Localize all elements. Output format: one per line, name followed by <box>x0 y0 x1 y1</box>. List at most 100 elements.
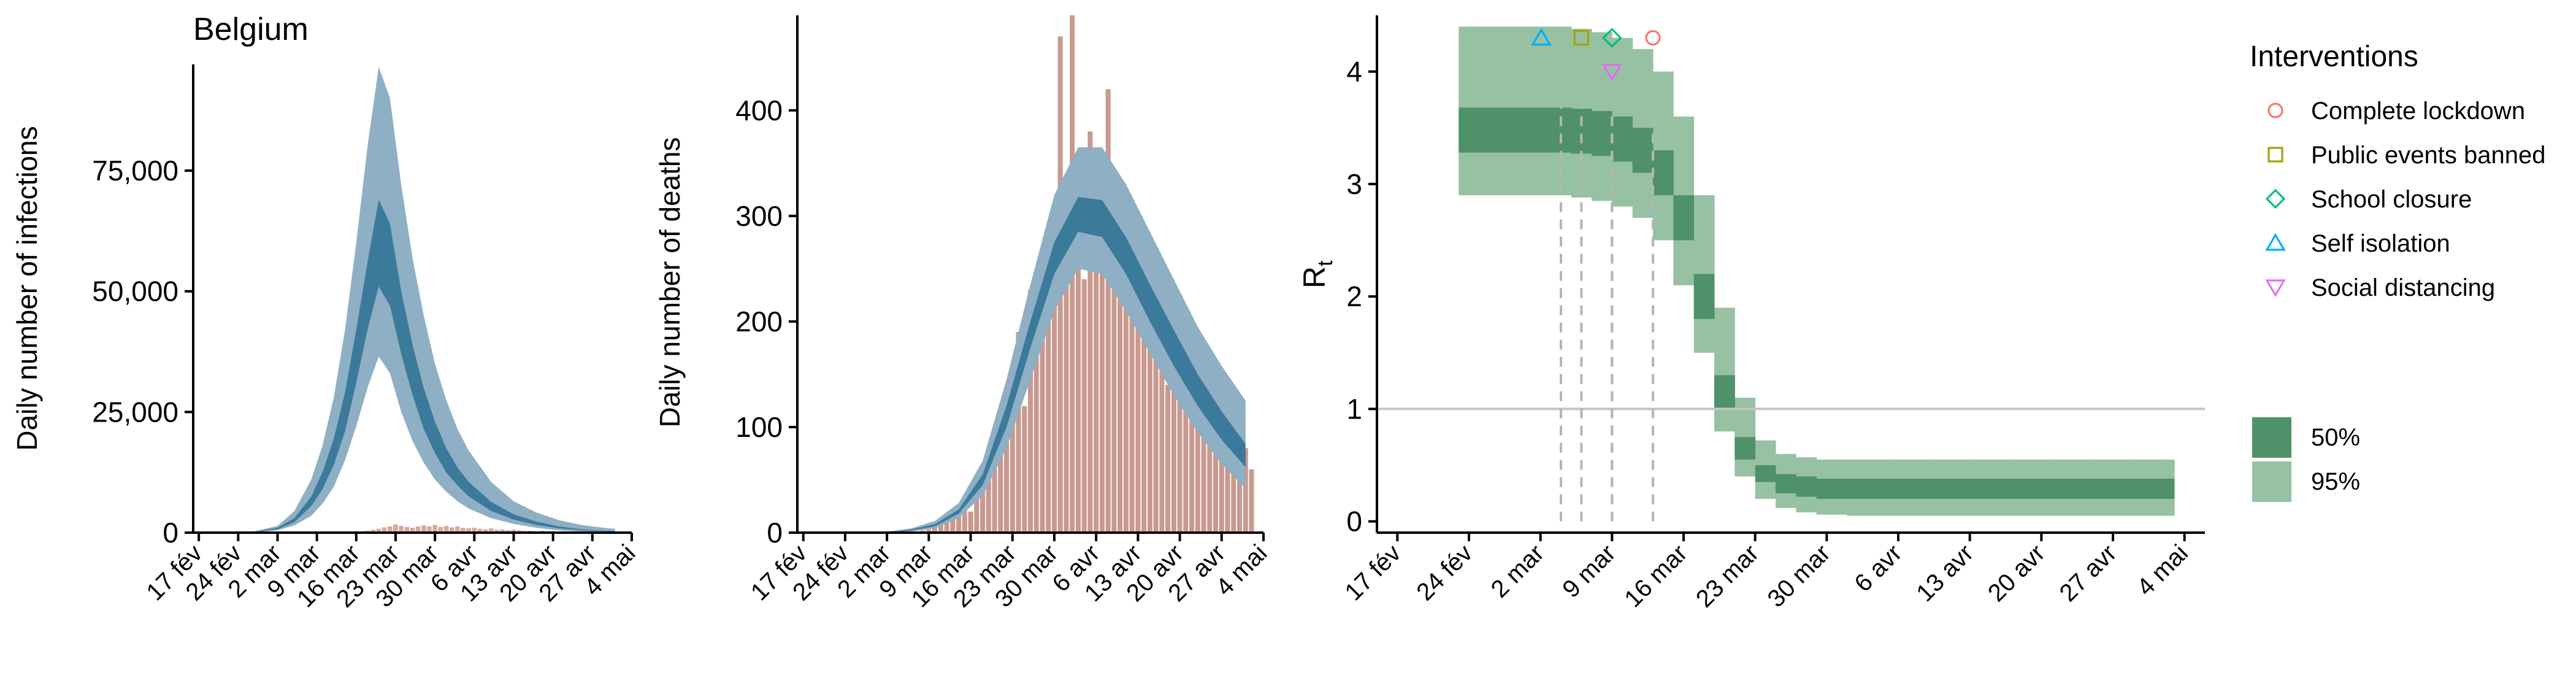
data-bar <box>1159 300 1165 533</box>
legend-symbol <box>2265 233 2286 251</box>
ribbon-50 <box>887 196 1246 533</box>
data-bar <box>992 448 997 533</box>
legend-label: Public events banned <box>2311 142 2546 169</box>
data-bar <box>1195 406 1200 533</box>
legend: Interventions Complete lockdown Public ev… <box>2250 41 2546 502</box>
data-bar <box>1094 195 1099 533</box>
data-bar <box>1189 342 1195 533</box>
data-bar <box>410 528 415 533</box>
intervention-marker <box>1645 30 1661 46</box>
x-tick-label: 17 fév <box>1340 539 1406 606</box>
data-bar <box>1213 416 1219 533</box>
x-tick-label: 30 mar <box>1763 539 1836 612</box>
x-tick-label: 4 mai <box>2132 539 2193 601</box>
data-bar <box>461 528 466 533</box>
data-bar <box>1225 427 1230 533</box>
y-tick-label: 1 <box>1346 393 1362 425</box>
data-bar <box>427 526 432 533</box>
infections-plot-area <box>199 66 618 533</box>
legend-swatch <box>2252 417 2291 458</box>
legend-label: Self isolation <box>2311 230 2450 257</box>
data-bar <box>472 528 477 533</box>
data-bar <box>443 526 449 533</box>
deaths-panel: Daily number of deaths 0 100 200 300 400 17 … <box>654 15 1272 612</box>
ribbon-50-step <box>1796 476 1817 497</box>
data-bar <box>1243 448 1248 533</box>
y-tick-label: 3 <box>1346 168 1362 200</box>
data-bar <box>1081 279 1087 533</box>
data-bar <box>370 530 376 533</box>
ribbon-50-step <box>2052 479 2093 499</box>
data-bar <box>1231 438 1236 533</box>
data-bar <box>1099 215 1105 533</box>
legend-label: Social distancing <box>2311 274 2495 301</box>
x-tick-label: 16 mar <box>1619 539 1692 612</box>
data-bar <box>1117 258 1123 533</box>
legend-title: Interventions <box>2250 41 2418 73</box>
x-tick-label: 23 mar <box>1691 539 1764 612</box>
data-bar <box>926 529 932 533</box>
x-tick-label: 6 avr <box>1849 539 1907 597</box>
data-bar <box>388 526 393 533</box>
data-bar <box>1171 290 1176 533</box>
data-bar <box>1111 237 1117 533</box>
data-bar <box>1022 406 1027 533</box>
ribbon-50-step <box>2092 479 2134 499</box>
ribbon-50-step <box>1847 479 1888 499</box>
data-bar <box>1129 279 1135 533</box>
data-bar <box>1123 215 1129 533</box>
deaths-plot-area <box>887 15 1254 533</box>
x-tick-label: 20 avr <box>1983 539 2050 607</box>
rt-label-main: R <box>1297 266 1332 288</box>
legend-symbol <box>2267 102 2283 118</box>
data-bar <box>376 528 381 533</box>
y-tick-label: 0 <box>163 517 178 549</box>
data-bar <box>950 514 956 533</box>
data-bar <box>986 469 991 533</box>
ribbon-95-step <box>1714 307 1735 432</box>
legend-symbol <box>2265 279 2286 298</box>
data-bar <box>962 501 967 533</box>
y-tick-label: 50,000 <box>92 276 178 307</box>
data-bar <box>404 527 410 533</box>
intervention-marker <box>1601 64 1623 82</box>
data-bar <box>1028 290 1033 533</box>
ribbon-50-step <box>1459 107 1531 153</box>
data-bar <box>1076 268 1081 533</box>
data-bar <box>932 527 938 533</box>
ribbon-50-step <box>1776 474 1796 493</box>
y-tick-label: 300 <box>735 200 783 232</box>
x-tick-label: 13 avr <box>1911 539 1979 607</box>
data-bar <box>944 520 949 533</box>
data-bar <box>1087 131 1093 533</box>
data-bar <box>421 525 426 533</box>
ribbon-50-step <box>1571 109 1592 154</box>
rt-plot-area <box>1377 26 2205 522</box>
legend-label: 50% <box>2311 424 2360 451</box>
y-axis: 0 25,000 50,000 75,000 <box>92 64 194 549</box>
data-bar <box>393 524 398 533</box>
data-bar <box>483 529 488 533</box>
x-tick-label: 27 avr <box>2055 539 2122 607</box>
data-bar <box>449 527 454 533</box>
data-bar <box>399 526 404 533</box>
ribbon-50-step <box>1673 195 1695 241</box>
legend-symbol <box>2267 147 2283 163</box>
data-bar <box>500 529 505 533</box>
ribbon-50 <box>199 199 615 533</box>
ribbon-50-step <box>1693 274 1715 319</box>
y-tick-label: 2 <box>1346 280 1362 312</box>
data-bar <box>1201 374 1206 533</box>
ribbon-50-step <box>1592 110 1612 156</box>
data-bar <box>1016 332 1021 533</box>
ribbon-50-step <box>1929 479 1971 499</box>
data-bar <box>1052 268 1057 533</box>
ribbon-95 <box>199 66 615 533</box>
ribbon-50-step <box>1714 375 1735 409</box>
data-bar <box>1183 353 1189 533</box>
data-bar <box>1010 385 1015 533</box>
legend-label: School closure <box>2311 186 2472 213</box>
y-axis-label: Daily number of infections <box>11 126 43 450</box>
data-bar <box>1033 353 1039 533</box>
